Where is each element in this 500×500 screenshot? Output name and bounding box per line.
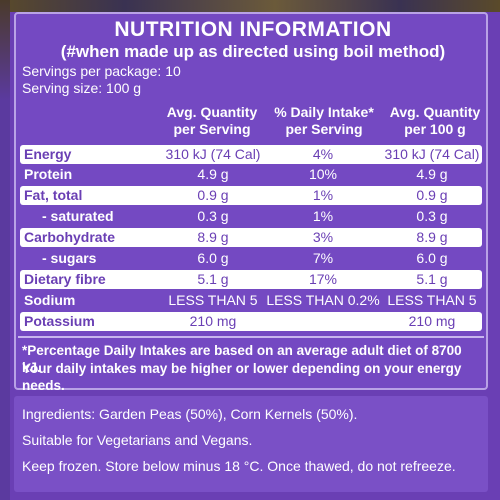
cell-per-100g: 8.9 g	[416, 229, 448, 245]
cell-per-serving: 0.9 g	[197, 187, 229, 203]
cell-daily-intake: LESS THAN 0.2%	[266, 292, 380, 308]
cell-daily-intake: 1%	[312, 208, 334, 224]
ingredients-panel: Ingredients: Garden Peas (50%), Corn Ker…	[14, 396, 488, 492]
column-header-line: % Daily Intake*	[274, 104, 374, 120]
footnote-line-1: *Percentage Daily Intakes are based on a…	[22, 343, 462, 375]
table-row-dietary-fibre: Dietary fibre 5.1 g 17% 5.1 g	[20, 270, 482, 289]
cell-daily-intake: 17%	[308, 271, 338, 287]
row-label: Fat, total	[24, 187, 83, 203]
cell-per-100g: 0.9 g	[416, 187, 448, 203]
row-label: Dietary fibre	[24, 271, 106, 287]
cell-per-serving: 6.0 g	[197, 250, 229, 266]
cell-per-serving: 5.1 g	[197, 271, 229, 287]
cell-per-serving: 310 kJ (74 Cal)	[165, 146, 261, 162]
row-label: Carbohydrate	[24, 229, 116, 245]
cell-per-100g: 210 mg	[408, 313, 456, 329]
serving-size: Serving size: 100 g	[22, 80, 142, 96]
cell-daily-intake: 7%	[312, 250, 334, 266]
column-header-line: per 100 g	[404, 121, 466, 137]
panel-subtitle: (#when made up as directed using boil me…	[60, 42, 446, 61]
row-label: Sodium	[24, 292, 76, 308]
column-header-per-100g: Avg. Quantity per 100 g	[384, 104, 486, 138]
cell-daily-intake: 10%	[308, 166, 338, 182]
column-header-line: Avg. Quantity	[389, 104, 481, 120]
cell-per-serving: 210 mg	[189, 313, 237, 329]
row-label: - saturated	[42, 208, 114, 224]
cell-daily-intake: 4%	[312, 146, 334, 162]
column-header-line: per Serving	[285, 121, 363, 137]
cell-per-100g: 0.3 g	[416, 208, 448, 224]
row-label: - sugars	[42, 250, 97, 266]
cell-daily-intake: 1%	[312, 187, 334, 203]
column-header-per-serving: Avg. Quantity per Serving	[160, 104, 264, 138]
column-header-daily-intake: % Daily Intake* per Serving	[264, 104, 384, 138]
nutrition-panel: NUTRITION INFORMATION (#when made up as …	[14, 12, 488, 393]
table-row-sodium: Sodium LESS THAN 5 mg LESS THAN 0.2% LES…	[20, 291, 482, 327]
ingredients-text: Ingredients: Garden Peas (50%), Corn Ker…	[22, 406, 358, 422]
panel-title: NUTRITION INFORMATION	[114, 18, 392, 41]
table-row-protein: Protein 4.9 g 10% 4.9 g	[20, 165, 482, 184]
cell-per-serving: 8.9 g	[197, 229, 229, 245]
row-label: Protein	[24, 166, 73, 182]
cell-per-100g: 310 kJ (74 Cal)	[384, 146, 480, 162]
cell-per-100g: 5.1 g	[416, 271, 448, 287]
cell-per-serving: 4.9 g	[197, 166, 229, 182]
package-left-edge	[0, 0, 10, 500]
column-header-line: per Serving	[173, 121, 251, 137]
table-row-sugars: - sugars 6.0 g 7% 6.0 g	[20, 249, 482, 268]
cell-per-100g: 6.0 g	[416, 250, 448, 266]
table-row-energy: Energy 310 kJ (74 Cal) 4% 310 kJ (74 Cal…	[20, 145, 482, 164]
servings-per-package: Servings per package: 10	[22, 63, 181, 79]
storage-text: Keep frozen. Store below minus 18 °C. On…	[22, 458, 456, 474]
table-row-carbohydrate: Carbohydrate 8.9 g 3% 8.9 g	[20, 228, 482, 247]
cell-daily-intake: 3%	[312, 229, 334, 245]
table-row-fat-total: Fat, total 0.9 g 1% 0.9 g	[20, 186, 482, 205]
row-label: Energy	[24, 146, 72, 162]
row-label: Potassium	[24, 313, 95, 329]
table-divider	[18, 336, 484, 338]
footnote-line-2: Your daily intakes may be higher or lowe…	[22, 361, 462, 393]
package-top-edge	[0, 0, 500, 12]
cell-per-100g: 4.9 g	[416, 166, 448, 182]
suitable-text: Suitable for Vegetarians and Vegans.	[22, 432, 253, 448]
cell-per-serving: 0.3 g	[197, 208, 229, 224]
table-row-saturated: - saturated 0.3 g 1% 0.3 g	[20, 207, 482, 226]
table-row-potassium: Potassium 210 mg 210 mg	[20, 312, 482, 331]
column-header-line: Avg. Quantity	[166, 104, 258, 120]
